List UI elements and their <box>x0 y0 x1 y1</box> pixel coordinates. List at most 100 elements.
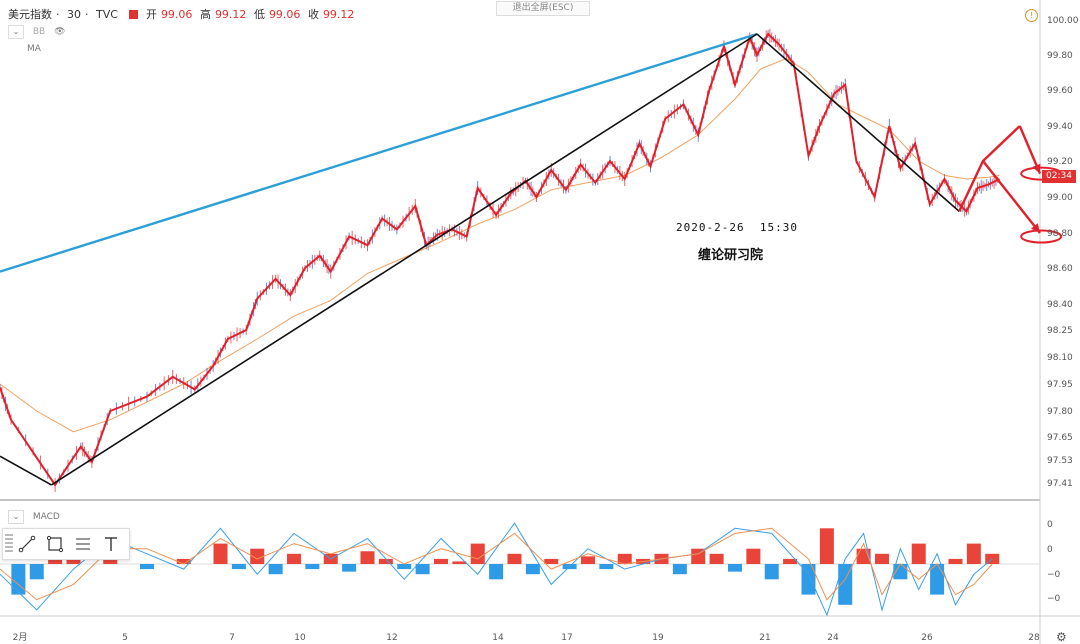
macd-bar <box>801 564 816 595</box>
macd-bar <box>213 543 228 564</box>
price-zigzag <box>0 32 1001 487</box>
x-tick-label: 5 <box>122 633 128 643</box>
macd-bar <box>507 553 522 564</box>
macd-bar <box>231 564 246 570</box>
trend-line-tool-icon[interactable] <box>13 530 41 558</box>
flag-icon <box>129 10 139 19</box>
high-value: 99.12 <box>214 8 247 21</box>
symbol-header: 美元指数 · 30 · TVC 开 99.06 高 99.12 低 99.06 收 99.1… <box>8 8 355 21</box>
macd-bar <box>948 558 963 564</box>
y-tick-label: 97.41 <box>1047 479 1073 489</box>
macd-bar <box>378 558 393 564</box>
source: TVC <box>96 8 118 21</box>
y-tick-label: 97.53 <box>1047 456 1073 466</box>
macd-bar <box>893 564 908 580</box>
alert-icon[interactable]: ! <box>1025 9 1038 22</box>
drawing-toolbar <box>2 528 130 560</box>
x-tick-label: 24 <box>827 633 839 643</box>
macd-bar <box>838 564 853 605</box>
x-tick-label: 12 <box>386 633 397 643</box>
open-label: 开 <box>145 8 157 21</box>
y-tick-label: 97.65 <box>1047 433 1073 443</box>
y-tick-label: 98.40 <box>1047 300 1073 310</box>
ma-series <box>0 57 1000 433</box>
macd-bar <box>783 558 798 564</box>
drawn-lines <box>0 32 1063 486</box>
macd-bar <box>470 543 485 564</box>
y-tick-label: 98.25 <box>1047 326 1073 336</box>
parallel-channel-tool-icon[interactable] <box>69 530 97 558</box>
rectangle-tool-icon[interactable] <box>41 530 69 558</box>
x-tick-label: 17 <box>561 633 572 643</box>
annotation-date: 2020-2-26 15:30 <box>676 221 798 234</box>
blue-trendline <box>0 32 758 273</box>
interval: 30 <box>67 8 81 21</box>
macd-bar <box>452 561 467 564</box>
y-tick-label: 97.95 <box>1047 380 1073 390</box>
macd-bar <box>415 564 430 575</box>
macd-bar <box>966 543 981 564</box>
settings-gear-icon[interactable]: ⚙ <box>1056 630 1067 644</box>
macd-bar <box>911 543 926 564</box>
text-tool-icon[interactable] <box>97 530 125 558</box>
black-line-down-2 <box>756 33 960 213</box>
symbol-name: 美元指数 <box>8 8 52 21</box>
eye-icon[interactable]: 👁 <box>54 27 66 37</box>
countdown-badge: 02:34 <box>1042 170 1076 183</box>
x-tick-label: 21 <box>759 633 770 643</box>
ma-indicator-label[interactable]: MA <box>27 44 41 54</box>
low-label: 低 <box>253 8 265 21</box>
macd-indicator-row: ⌄ MACD <box>8 510 60 524</box>
macd-y-tick-label: −0 <box>1047 570 1061 580</box>
macd-y-tick-label: 0 <box>1047 545 1053 555</box>
open-value: 99.06 <box>160 8 193 21</box>
macd-bar <box>11 564 26 595</box>
x-tick-label: 26 <box>921 633 933 643</box>
macd-bar <box>103 556 118 564</box>
y-tick-label: 99.40 <box>1047 122 1073 132</box>
x-tick-label: 14 <box>492 633 504 643</box>
close-label: 收 <box>307 8 319 21</box>
macd-bar <box>489 564 504 580</box>
x-tick-label: 28 <box>1028 633 1040 643</box>
y-tick-label: 100.00 <box>1047 16 1079 26</box>
macd-bar <box>360 551 375 564</box>
macd-bar <box>709 553 724 564</box>
macd-bar <box>525 564 540 575</box>
exit-fullscreen-button[interactable]: 退出全屏(ESC) <box>496 1 590 16</box>
y-tick-label: 99.20 <box>1047 157 1073 167</box>
axes: 100.00 99.80 99.60 99.40 99.20 99.00 98.80 98.6… <box>13 16 1079 643</box>
macd-bar <box>176 558 191 564</box>
black-line-up <box>50 33 758 486</box>
price-path <box>0 32 1001 487</box>
x-tick-label: 2月 <box>13 632 28 643</box>
macd-label[interactable]: MACD <box>32 512 60 522</box>
macd-bar <box>727 564 742 572</box>
macd-bar <box>985 553 1000 564</box>
macd-pane <box>0 522 1040 617</box>
macd-bar <box>819 528 834 564</box>
macd-bar <box>930 564 945 595</box>
signal-line <box>0 527 993 601</box>
y-tick-label: 97.80 <box>1047 407 1073 417</box>
lower-target-ellipse <box>1020 229 1063 244</box>
collapse-icon[interactable]: ⌄ <box>8 25 24 39</box>
black-line-down-1 <box>0 455 52 486</box>
macd-bar <box>397 564 412 570</box>
macd-bar <box>66 558 81 564</box>
macd-bar <box>268 564 283 575</box>
drag-handle-icon[interactable] <box>5 534 13 554</box>
bb-label[interactable]: BB <box>32 27 46 37</box>
macd-bar <box>139 564 154 570</box>
macd-bar <box>433 558 448 564</box>
collapse-icon[interactable]: ⌄ <box>8 510 24 524</box>
bb-indicator-row: ⌄ BB 👁 <box>8 25 66 39</box>
macd-y-tick-label: 0 <box>1047 520 1053 530</box>
y-tick-label: 98.60 <box>1047 264 1073 274</box>
macd-y-tick-label: −0 <box>1047 594 1061 604</box>
x-tick-label: 10 <box>294 633 306 643</box>
low-value: 99.06 <box>268 8 301 21</box>
macd-bar <box>342 564 357 572</box>
